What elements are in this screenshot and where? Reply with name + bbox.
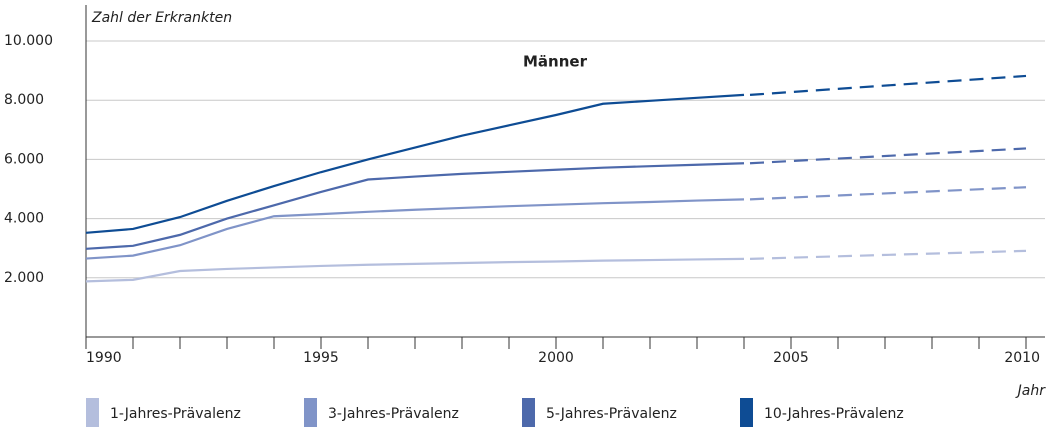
solid-line bbox=[85, 257, 745, 283]
legend-swatch bbox=[522, 398, 535, 427]
y-tick-label: 4.000 bbox=[4, 211, 44, 227]
y-tick-label: 6.000 bbox=[4, 151, 44, 167]
x-axis-label: Jahr bbox=[1015, 383, 1047, 399]
x-tick-label: 2010 bbox=[1004, 350, 1040, 366]
y-tick-label: 8.000 bbox=[4, 92, 44, 108]
dashed-line bbox=[749, 74, 1027, 96]
chart-title: Männer bbox=[523, 53, 588, 71]
dashed-line bbox=[749, 147, 1027, 165]
legend-label: 10-Jahres-Prävalenz bbox=[764, 406, 904, 422]
x-tick-label: 2005 bbox=[773, 350, 809, 366]
solid-line bbox=[85, 162, 745, 250]
legend-swatch bbox=[740, 398, 753, 427]
legend-label: 3-Jahres-Prävalenz bbox=[328, 406, 459, 422]
legend-swatch bbox=[304, 398, 317, 427]
x-tick-label: 1995 bbox=[303, 350, 339, 366]
dashed-line bbox=[749, 186, 1027, 201]
x-tick-label: 2000 bbox=[538, 350, 574, 366]
legend-swatch bbox=[86, 398, 99, 427]
y-tick-label: 2.000 bbox=[4, 270, 44, 286]
y-axis-label: Zahl der Erkrankten bbox=[91, 10, 232, 26]
legend-label: 5-Jahres-Prävalenz bbox=[546, 406, 677, 422]
legend-label: 1-Jahres-Prävalenz bbox=[110, 406, 241, 422]
solid-line bbox=[85, 198, 745, 260]
dashed-line bbox=[749, 249, 1027, 260]
solid-line bbox=[85, 93, 745, 234]
y-tick-label: 10.000 bbox=[4, 33, 53, 49]
x-tick-label: 1990 bbox=[86, 350, 122, 366]
